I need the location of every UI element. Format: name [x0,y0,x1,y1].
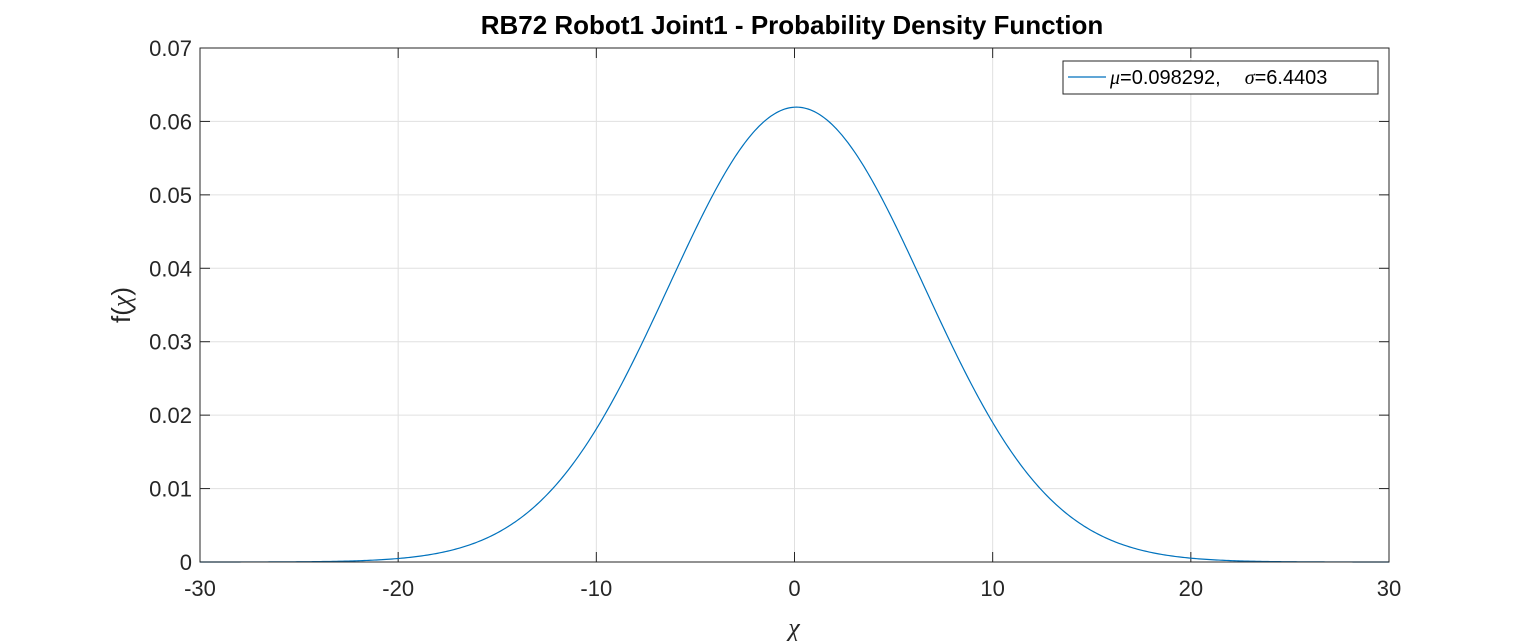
y-tick-label: 0.02 [149,403,192,428]
x-tick-label: -10 [580,576,612,601]
chart-title: RB72 Robot1 Joint1 - Probability Density… [481,10,1104,40]
x-tick-label: 20 [1179,576,1203,601]
legend-entry: μ=0.098292, σ=6.4403 [1109,67,1327,89]
x-tick-labels: -30 -20 -10 0 10 20 30 [184,576,1401,601]
y-tick-label: 0.04 [149,256,192,281]
legend-box [1062,60,1379,95]
x-tick-label: 30 [1377,576,1401,601]
y-tick-label: 0.01 [149,477,192,502]
x-tick-label: 10 [980,576,1004,601]
x-tick-label: 0 [788,576,800,601]
x-tick-label: -30 [184,576,216,601]
y-tick-label: 0.06 [149,109,192,134]
y-tick-label: 0.03 [149,330,192,355]
y-tick-label: 0 [180,550,192,575]
x-tick-label: -20 [382,576,414,601]
y-tick-label: 0.07 [149,36,192,61]
pdf-curve [200,106,1389,563]
legend-mu-symbol: μ [1109,67,1120,89]
legend-sigma-value: =6.4403 [1255,67,1328,89]
legend-mu-value: =0.098292, [1120,67,1221,89]
x-axis-label: χ [785,613,800,641]
y-tick-labels: 0 0.01 0.02 0.03 0.04 0.05 0.06 0.07 [149,36,192,575]
y-tick-label: 0.05 [149,183,192,208]
y-axis-label: f(χ) [106,287,136,323]
legend: μ=0.098292, σ=6.4403 [1062,60,1379,95]
legend-sigma-symbol: σ [1245,67,1256,89]
axes-box [199,47,1390,563]
